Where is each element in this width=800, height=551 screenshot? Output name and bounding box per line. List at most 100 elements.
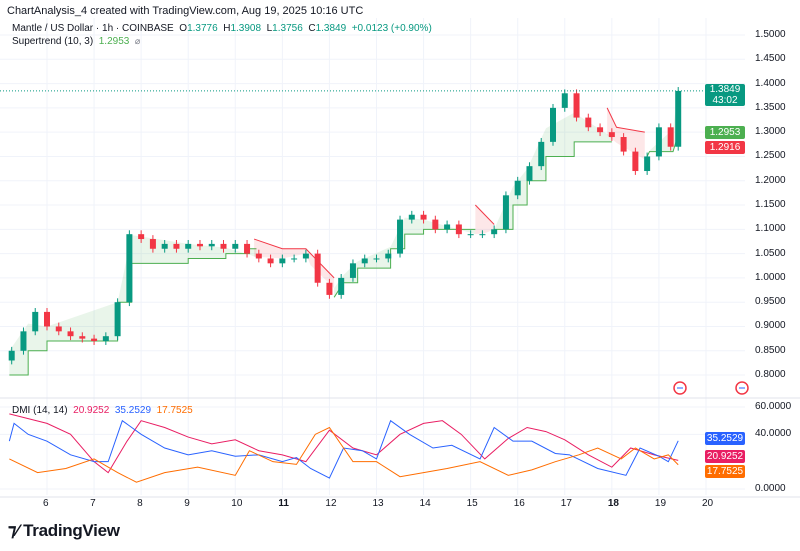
candle-body (326, 282, 333, 295)
supertrend-fill-down (607, 107, 645, 160)
candle-body (338, 277, 345, 295)
time-tick-label: 11 (278, 498, 289, 509)
price-tick-label: 1.5000 (755, 29, 786, 40)
dmi-legend[interactable]: DMI (14, 14) 20.9252 35.2529 17.7525 (12, 405, 193, 416)
close-label: C (308, 23, 316, 34)
candle-body (675, 90, 682, 147)
candle-body (526, 166, 533, 181)
chart-caption: ChartAnalysis_4 created with TradingView… (7, 5, 364, 17)
candle-body (349, 263, 356, 278)
candle-body (491, 229, 498, 235)
candle-body (373, 258, 380, 260)
candle-body (632, 151, 639, 172)
candle-body (208, 243, 215, 247)
time-tick-label: 13 (372, 498, 384, 509)
candle-body (502, 195, 509, 230)
candle-body (20, 331, 27, 351)
candle-body (397, 219, 404, 254)
price-tick-label: 0.8000 (755, 369, 786, 381)
time-tick-label: 18 (607, 498, 619, 509)
candle-body (196, 243, 203, 247)
dmi-tick-label: 0.0000 (755, 483, 786, 494)
price-tick-label: 0.9000 (755, 320, 786, 332)
low-value: 1.3756 (272, 23, 303, 34)
supertrend-line-down (474, 204, 495, 225)
last-price: 1.3849 (709, 84, 741, 95)
supertrend-legend[interactable]: Supertrend (10, 3) 1.2953 ⌀ (12, 36, 140, 47)
candle-body (420, 214, 427, 220)
candle-body (444, 224, 451, 230)
dmi-adx-value: 20.9252 (73, 405, 110, 416)
time-tick-label: 14 (419, 498, 431, 509)
candle-body (149, 239, 156, 249)
candle-body (573, 93, 580, 118)
supertrend-fill-down (254, 239, 335, 289)
dmi-tick-label: 60.0000 (755, 401, 792, 412)
tradingview-logo[interactable]: ⁊⁄ TradingView (8, 521, 120, 541)
dmi-line-di-minus (9, 426, 679, 483)
symbol-legend: Mantle / US Dollar · 1h · COINBASE O1.37… (12, 23, 432, 34)
candle-body (667, 127, 674, 147)
candle-body (79, 336, 86, 339)
high-label: H (223, 23, 231, 34)
candle-body (620, 137, 627, 152)
supertrend-fill-up (334, 217, 476, 298)
time-tick-label: 16 (513, 498, 525, 509)
candle-body (161, 243, 168, 249)
time-tick-label: 8 (137, 498, 143, 509)
di-plus-tag: 35.2529 (705, 432, 745, 445)
supertrend-line-up (333, 228, 476, 298)
price-tick-label: 1.3000 (755, 126, 786, 138)
candle-body (432, 219, 439, 230)
candle-body (597, 127, 604, 133)
candle-body (232, 243, 239, 249)
candle-body (479, 234, 486, 236)
candle-body (244, 243, 251, 254)
candle-body (126, 234, 133, 303)
close-value: 1.3849 (315, 23, 347, 34)
time-tick-label: 10 (231, 498, 243, 509)
dmi-minus-value: 17.7525 (156, 405, 193, 416)
candle-body (279, 258, 286, 264)
dmi-plus-value: 35.2529 (114, 405, 152, 416)
candle-body (655, 127, 662, 157)
price-tick-label: 1.3500 (755, 101, 786, 113)
candle-body (173, 243, 180, 249)
time-tick-label: 15 (466, 498, 478, 509)
candle-body (67, 331, 74, 337)
candle-body (138, 234, 145, 240)
candle-body (291, 258, 298, 260)
candle-body (538, 141, 545, 167)
candle-body (455, 224, 462, 235)
tradingview-logo-icon: ⁊⁄ (8, 521, 19, 540)
candle-body (255, 253, 262, 259)
brand-name: TradingView (23, 521, 120, 540)
supertrend-fill-down (475, 205, 495, 235)
time-tick-label: 6 (43, 498, 49, 509)
change-value: +0.0123 (+0.90%) (351, 23, 432, 34)
price-tick-label: 1.2000 (755, 174, 786, 186)
open-value: 1.3776 (187, 23, 218, 34)
supertrend-line-up (494, 141, 612, 230)
candle-body (408, 214, 415, 220)
supertrend-fill-up (9, 235, 257, 376)
time-tick-label: 17 (560, 498, 572, 509)
supertrend-down-tag: 1.2916 (705, 141, 745, 154)
di-minus-tag: 17.7525 (705, 465, 745, 478)
low-label: L (266, 23, 273, 34)
time-tick-label: 12 (325, 498, 337, 509)
price-tick-label: 1.2500 (755, 150, 786, 162)
candle-body (55, 326, 62, 332)
candle-body (385, 253, 392, 259)
candle-body (114, 302, 121, 337)
candle-body (102, 336, 109, 342)
time-tick-label: 9 (184, 498, 190, 509)
price-tick-label: 1.4500 (755, 53, 786, 65)
hide-icon[interactable]: ⌀ (134, 36, 141, 46)
candle-body (314, 253, 321, 283)
candle-body (550, 107, 557, 142)
time-tick-label: 20 (701, 498, 714, 509)
candle-body (561, 93, 568, 108)
candle-body (361, 258, 368, 264)
